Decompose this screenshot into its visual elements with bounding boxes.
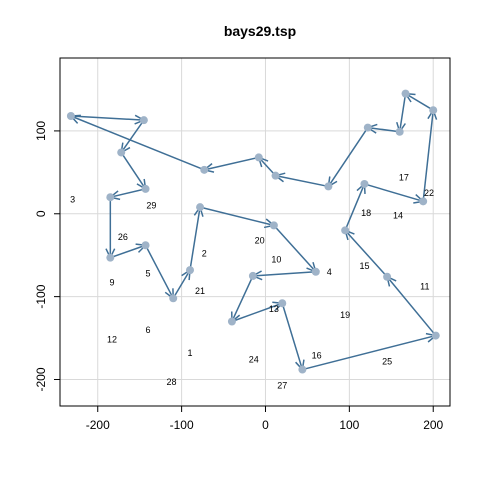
y-tick-label-3: 100 — [34, 121, 48, 141]
city-label-14: 17 — [399, 172, 409, 182]
city-label-25: 29 — [146, 200, 156, 210]
city-label-20: 24 — [249, 355, 259, 365]
x-tick-label-4: 200 — [423, 418, 443, 432]
city-point-27 — [254, 153, 263, 162]
city-point-0 — [66, 112, 75, 120]
route-segment-8 — [189, 207, 201, 271]
city-point-8 — [186, 266, 194, 275]
route-segment-6 — [144, 244, 174, 299]
city-point-19 — [360, 179, 369, 188]
y-tick-label-2: 0 — [34, 210, 48, 217]
city-points — [66, 89, 440, 374]
city-point-10 — [269, 221, 278, 230]
city-label-1: 2 — [202, 249, 207, 259]
y-tick-label-0: -200 — [34, 367, 48, 391]
city-point-20 — [419, 197, 428, 206]
city-label-22: 26 — [118, 232, 128, 242]
city-label-4: 5 — [146, 268, 151, 278]
city-point-11 — [311, 267, 320, 276]
city-point-17 — [383, 272, 392, 281]
city-point-16 — [431, 331, 440, 340]
route-segment-19 — [364, 183, 424, 203]
route-segment-23 — [367, 126, 400, 133]
x-tick-label-2: 0 — [262, 418, 269, 432]
city-point-24 — [363, 123, 372, 132]
route-segment-7 — [172, 269, 191, 299]
city-label-2: 3 — [70, 195, 75, 205]
x-tick-label-1: -100 — [170, 418, 194, 432]
city-point-13 — [227, 317, 236, 326]
route-segment-14 — [281, 303, 304, 370]
city-point-5 — [106, 253, 115, 262]
city-label-7: 10 — [271, 254, 281, 264]
x-tick-label-0: -200 — [86, 418, 110, 432]
route-segment-27 — [204, 156, 259, 171]
x-tick-label-3: 100 — [339, 418, 359, 432]
route-segment-18 — [344, 183, 366, 231]
route-segment-15 — [302, 334, 436, 371]
route-segment-26 — [258, 156, 277, 177]
city-label-6: 9 — [109, 278, 114, 288]
city-point-2 — [117, 148, 126, 157]
city-label-21: 25 — [382, 356, 392, 366]
city-label-23: 27 — [277, 380, 287, 390]
city-point-23 — [395, 127, 404, 136]
route-segment-11 — [252, 271, 316, 277]
city-point-1 — [139, 116, 148, 125]
city-point-4 — [106, 193, 115, 202]
city-label-0: 1 — [187, 348, 192, 358]
route-segment-16 — [386, 276, 437, 337]
route-segment-22 — [398, 93, 407, 132]
route-segment-25 — [275, 174, 329, 188]
route-segment-5 — [110, 244, 146, 259]
city-point-25 — [324, 182, 333, 191]
city-point-21 — [429, 106, 438, 115]
city-point-15 — [298, 365, 307, 374]
route-segment-17 — [344, 229, 388, 278]
route-segment-2 — [120, 152, 147, 190]
city-label-19: 22 — [424, 188, 434, 198]
route-segment-10 — [273, 224, 317, 273]
city-point-28 — [200, 165, 209, 174]
city-label-17: 20 — [255, 235, 265, 245]
city-point-3 — [141, 184, 150, 193]
city-label-15: 18 — [361, 208, 371, 218]
y-tick-label-1: -100 — [34, 284, 48, 308]
city-label-12: 15 — [359, 261, 369, 271]
route-segment-13 — [231, 302, 283, 323]
city-point-6 — [141, 241, 150, 250]
grid-layer — [60, 58, 450, 406]
city-label-3: 4 — [327, 267, 332, 277]
city-label-16: 19 — [340, 310, 350, 320]
route-segment-12 — [231, 275, 254, 322]
city-label-9: 12 — [107, 335, 117, 345]
plot-frame — [59, 57, 451, 407]
route-segment-1 — [120, 119, 145, 153]
city-label-10: 13 — [269, 304, 279, 314]
city-label-24: 28 — [167, 377, 177, 387]
route-segment-20 — [422, 110, 434, 202]
route-segment-9 — [199, 206, 275, 227]
route-segment-28 — [70, 115, 205, 171]
city-label-13: 16 — [312, 350, 322, 360]
route-segment-21 — [405, 92, 434, 111]
route-segment-24 — [327, 127, 369, 187]
city-label-5: 6 — [146, 325, 151, 335]
city-label-8: 11 — [420, 282, 429, 292]
axes: -200 -100 0 100 200 -200 -100 0 100 — [34, 121, 444, 432]
city-point-7 — [169, 294, 178, 303]
city-point-14 — [278, 299, 287, 308]
route-segment-3 — [110, 188, 146, 198]
city-label-11: 14 — [393, 210, 403, 220]
city-point-9 — [196, 203, 205, 212]
city-point-12 — [248, 271, 257, 280]
route-segment-0 — [70, 115, 144, 121]
city-point-18 — [341, 226, 350, 235]
chart-title: bays29.tsp — [224, 23, 296, 39]
city-label-18: 21 — [195, 286, 205, 296]
city-point-26 — [271, 171, 280, 180]
city-point-22 — [401, 89, 410, 98]
